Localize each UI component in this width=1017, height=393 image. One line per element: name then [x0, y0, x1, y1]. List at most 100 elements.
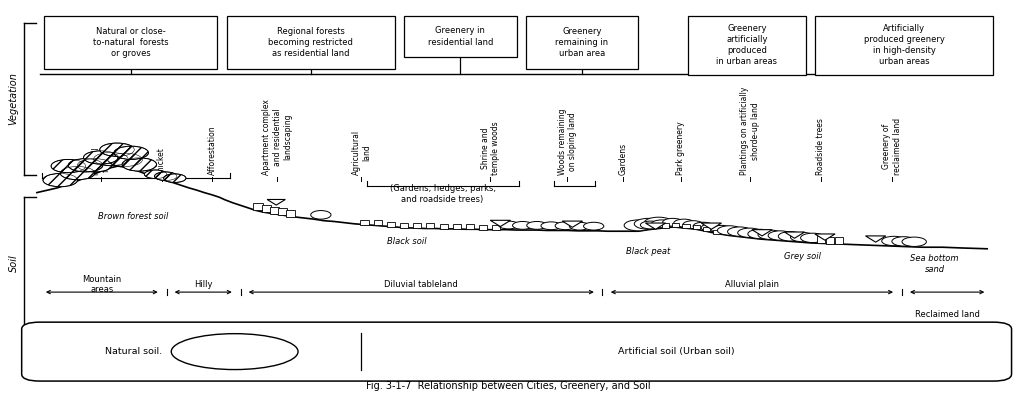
Circle shape: [122, 158, 157, 171]
Circle shape: [108, 153, 142, 167]
Bar: [286, 210, 295, 217]
Circle shape: [541, 222, 561, 230]
Bar: [386, 222, 395, 227]
Polygon shape: [865, 236, 886, 242]
Bar: [413, 223, 421, 228]
Circle shape: [717, 226, 741, 235]
Bar: [466, 224, 474, 229]
Text: Greenery of
reclaimed land: Greenery of reclaimed land: [882, 118, 902, 175]
Circle shape: [635, 219, 663, 229]
Text: Reclaimed land: Reclaimed land: [914, 310, 979, 319]
Bar: [261, 205, 271, 212]
Circle shape: [51, 160, 85, 173]
Text: Alluvial plain: Alluvial plain: [725, 280, 779, 289]
Polygon shape: [815, 234, 835, 240]
FancyBboxPatch shape: [21, 322, 1012, 381]
Polygon shape: [490, 220, 511, 226]
Circle shape: [737, 228, 762, 237]
Circle shape: [555, 222, 576, 230]
Circle shape: [663, 219, 683, 226]
Text: Brown forest soil: Brown forest soil: [98, 212, 169, 221]
Text: Thicket: Thicket: [158, 147, 166, 175]
Text: Park greenery: Park greenery: [676, 121, 685, 175]
Circle shape: [790, 232, 815, 242]
Circle shape: [882, 236, 906, 246]
Polygon shape: [784, 232, 804, 238]
Text: Fig. 3-1-7  Relationship between Cities, Greenery, and Soil: Fig. 3-1-7 Relationship between Cities, …: [366, 381, 651, 391]
Circle shape: [641, 221, 661, 229]
Text: Grey soil: Grey soil: [784, 252, 821, 261]
FancyBboxPatch shape: [526, 16, 639, 69]
Bar: [713, 230, 720, 234]
Circle shape: [527, 222, 547, 229]
Circle shape: [701, 224, 721, 231]
Bar: [826, 237, 834, 244]
Text: Afforestation: Afforestation: [207, 125, 217, 175]
Circle shape: [164, 174, 186, 182]
Ellipse shape: [311, 211, 331, 219]
Text: Apartment complex
and residential
landscaping: Apartment complex and residential landsc…: [262, 99, 292, 175]
Text: Agricultural
land: Agricultural land: [352, 130, 371, 175]
Circle shape: [584, 222, 604, 230]
Circle shape: [800, 233, 825, 242]
FancyBboxPatch shape: [815, 16, 994, 75]
Polygon shape: [752, 230, 772, 236]
FancyBboxPatch shape: [404, 16, 517, 57]
Bar: [278, 208, 287, 215]
Circle shape: [624, 220, 653, 231]
FancyBboxPatch shape: [689, 16, 805, 75]
Bar: [835, 237, 843, 244]
Circle shape: [694, 222, 713, 230]
Circle shape: [43, 173, 77, 187]
Text: Sea bottom
sand: Sea bottom sand: [910, 254, 959, 274]
Polygon shape: [267, 200, 286, 205]
Text: Natural or close-
to-natural  forests
or groves: Natural or close- to-natural forests or …: [93, 27, 169, 58]
Bar: [400, 223, 408, 228]
Text: Diluvial tableland: Diluvial tableland: [384, 280, 458, 289]
Text: Shrine and
temple woods: Shrine and temple woods: [481, 121, 500, 175]
Circle shape: [747, 229, 772, 239]
Circle shape: [83, 151, 118, 164]
Text: Natural
forest: Natural forest: [92, 146, 111, 175]
Circle shape: [144, 170, 167, 178]
Text: Vegetation: Vegetation: [8, 72, 18, 125]
Circle shape: [652, 220, 672, 228]
Bar: [492, 224, 500, 230]
Circle shape: [778, 231, 802, 241]
Circle shape: [674, 219, 695, 227]
Circle shape: [513, 222, 533, 229]
Circle shape: [77, 159, 112, 172]
Circle shape: [758, 230, 782, 239]
Bar: [360, 220, 368, 224]
Text: Plantings on artificially
shorde-up land: Plantings on artificially shorde-up land: [740, 87, 760, 175]
Circle shape: [68, 159, 103, 172]
Text: Artificially
produced greenery
in high-density
urban areas: Artificially produced greenery in high-d…: [863, 24, 945, 66]
Ellipse shape: [171, 334, 298, 369]
FancyBboxPatch shape: [44, 16, 218, 69]
Text: Greenery in
residential land: Greenery in residential land: [427, 26, 493, 46]
Text: Greenery
artificially
produced
in urban areas: Greenery artificially produced in urban …: [716, 24, 777, 66]
Polygon shape: [562, 221, 583, 227]
Bar: [373, 220, 381, 225]
Polygon shape: [646, 223, 666, 229]
Polygon shape: [701, 223, 721, 229]
Text: Black peat: Black peat: [626, 247, 670, 256]
Bar: [426, 224, 434, 228]
Text: Mountain
areas: Mountain areas: [82, 275, 121, 294]
Circle shape: [645, 217, 673, 228]
Bar: [682, 224, 690, 228]
Bar: [817, 236, 825, 243]
Bar: [439, 224, 447, 229]
Text: Regional forests
becoming restricted
as residential land: Regional forests becoming restricted as …: [268, 27, 353, 58]
Circle shape: [498, 221, 519, 229]
Circle shape: [727, 227, 752, 236]
Bar: [253, 203, 262, 210]
Text: Artificial soil
(Agricultural soil): Artificial soil (Agricultural soil): [197, 342, 272, 361]
Text: Greenery
remaining in
urban area: Greenery remaining in urban area: [555, 27, 608, 58]
Bar: [662, 224, 669, 228]
Bar: [703, 226, 710, 231]
Bar: [479, 224, 487, 230]
Text: Artificial soil (Urban soil): Artificial soil (Urban soil): [617, 347, 734, 356]
Circle shape: [100, 143, 134, 156]
Text: Natural soil.: Natural soil.: [105, 347, 162, 356]
